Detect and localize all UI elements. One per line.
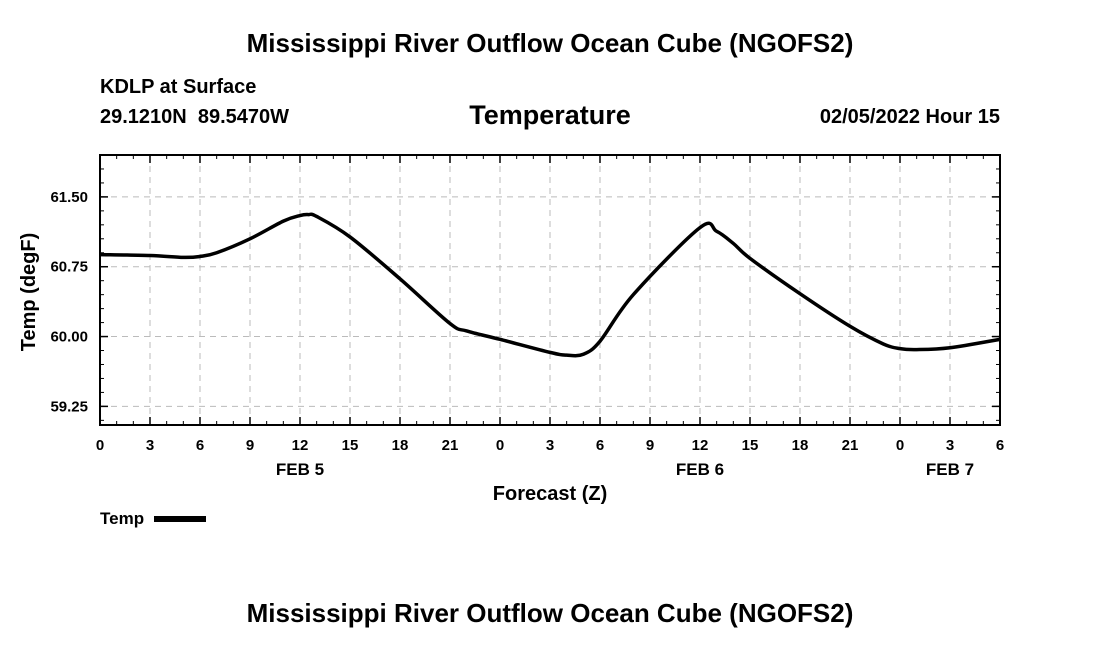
x-tick-label: 6 [196, 437, 204, 454]
x-tick-label: 0 [96, 437, 104, 454]
day-label: FEB 7 [926, 460, 974, 479]
x-tick-label: 18 [792, 437, 809, 454]
series-line-temp [99, 212, 1001, 358]
x-tick-label: 0 [496, 437, 504, 454]
x-tick-label: 15 [742, 437, 759, 454]
x-tick-label: 3 [146, 437, 154, 454]
legend-swatch [154, 516, 207, 522]
x-tick-label: 9 [646, 437, 654, 454]
day-label: FEB 5 [276, 460, 324, 479]
y-tick-label: 59.25 [50, 398, 88, 415]
legend: Temp [100, 509, 207, 529]
x-tick-label: 0 [896, 437, 904, 454]
x-tick-label: 21 [442, 437, 459, 454]
x-tick-label: 9 [246, 437, 254, 454]
x-axis-label: Forecast (Z) [493, 483, 607, 505]
y-tick-label: 61.50 [50, 189, 88, 206]
x-tick-label: 18 [392, 437, 409, 454]
station-label: KDLP at Surface [100, 76, 257, 98]
y-tick-label: 60.75 [50, 259, 88, 276]
x-tick-label: 6 [596, 437, 604, 454]
x-tick-label: 12 [692, 437, 709, 454]
y-axis-label: Temp (degF) [18, 233, 40, 352]
x-tick-label: 3 [946, 437, 954, 454]
x-tick-label: 3 [546, 437, 554, 454]
forecast-datetime: 02/05/2022 Hour 15 [819, 106, 1000, 128]
x-tick-label: 21 [842, 437, 859, 454]
y-tick-label: 60.00 [50, 329, 88, 346]
footer-title: Mississippi River Outflow Ocean Cube (NG… [246, 598, 854, 628]
legend-label: Temp [100, 509, 145, 528]
day-label: FEB 6 [676, 460, 724, 479]
main-title: Mississippi River Outflow Ocean Cube (NG… [246, 28, 854, 58]
x-tick-label: 12 [292, 437, 309, 454]
station-coordinates: 29.1210N 89.5470W [100, 106, 290, 128]
x-tick-label: 6 [996, 437, 1004, 454]
chart-title: Temperature [469, 100, 631, 130]
x-tick-label: 15 [342, 437, 359, 454]
